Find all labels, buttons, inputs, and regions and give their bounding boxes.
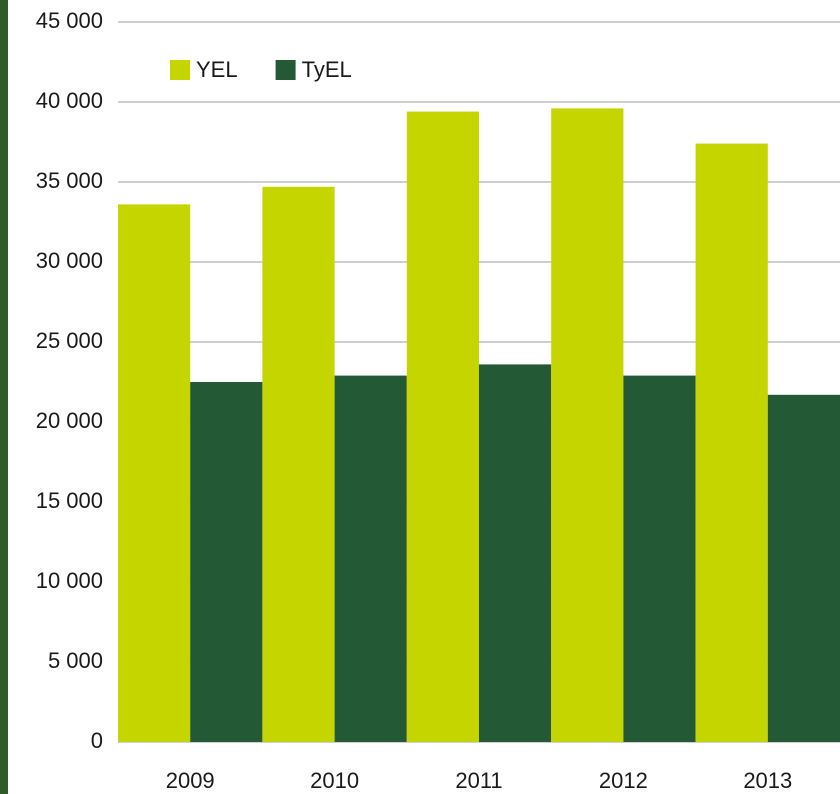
legend-label: YEL [196, 57, 238, 82]
bar [767, 394, 840, 742]
y-tick-label: 15 000 [36, 488, 103, 513]
bar [118, 204, 191, 742]
bar [479, 364, 552, 742]
y-tick-label: 10 000 [36, 568, 103, 593]
y-tick-label: 25 000 [36, 328, 103, 353]
x-tick-label: 2013 [743, 768, 792, 793]
bar [262, 186, 335, 743]
bar [334, 375, 407, 742]
bar [551, 108, 624, 742]
x-tick-label: 2010 [310, 768, 359, 793]
legend-swatch [170, 60, 190, 80]
y-tick-label: 35 000 [36, 168, 103, 193]
bar [190, 382, 263, 742]
legend-swatch [275, 60, 296, 80]
y-tick-label: 30 000 [36, 248, 103, 273]
x-tick-label: 2011 [455, 768, 502, 793]
y-tick-label: 45 000 [36, 8, 103, 33]
y-tick-label: 5 000 [48, 648, 103, 673]
bar [623, 375, 696, 742]
bar [406, 111, 479, 743]
y-tick-label: 0 [91, 728, 103, 753]
side-strip [0, 0, 8, 794]
y-tick-label: 40 000 [36, 88, 103, 113]
x-tick-label: 2012 [599, 768, 648, 793]
x-tick-label: 2009 [166, 768, 215, 793]
bar [695, 143, 768, 743]
legend-label: TyEL [302, 57, 352, 82]
y-tick-label: 20 000 [36, 408, 103, 433]
